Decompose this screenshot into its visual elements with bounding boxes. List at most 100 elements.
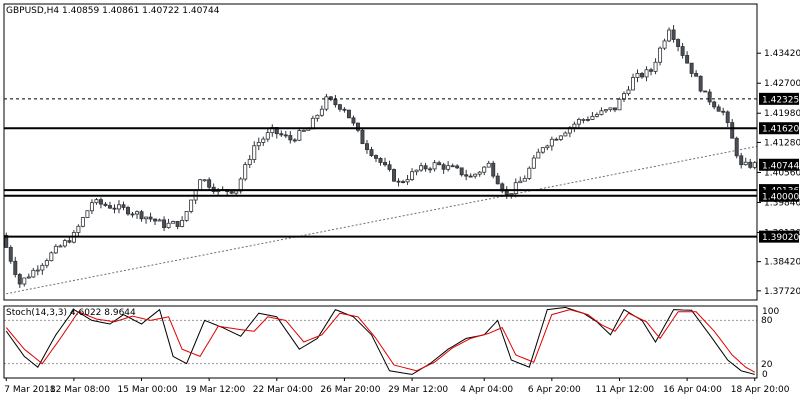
candle[interactable] [459,167,464,177]
candle[interactable] [423,162,428,172]
candle[interactable] [80,216,85,228]
candle[interactable] [540,147,545,154]
candle[interactable] [297,127,302,142]
candle[interactable] [585,116,590,122]
candle[interactable] [180,216,185,228]
stochastic-pane[interactable] [4,306,757,375]
candle[interactable] [450,163,455,168]
candle[interactable] [346,109,351,119]
candle[interactable] [581,118,586,124]
candle[interactable] [576,117,581,128]
stoch-d-line[interactable] [5,309,755,373]
candle[interactable] [419,162,424,172]
candle[interactable] [301,129,306,132]
candle[interactable] [337,103,342,112]
candle[interactable] [473,173,478,179]
candle[interactable] [85,210,90,218]
price-pane[interactable] [4,25,758,295]
candle[interactable] [644,66,649,82]
candle[interactable] [617,97,622,111]
candle[interactable] [464,169,469,181]
candle[interactable] [486,160,491,168]
candle[interactable] [676,38,681,52]
candle[interactable] [658,46,663,66]
candle[interactable] [477,170,482,177]
candle[interactable] [58,244,63,248]
candle[interactable] [211,183,216,194]
candle[interactable] [491,160,496,179]
candle[interactable] [157,218,162,222]
candle[interactable] [685,51,690,64]
candle[interactable] [229,191,234,195]
candle[interactable] [162,216,167,232]
candle[interactable] [680,42,685,59]
candle[interactable] [288,131,293,144]
candle[interactable] [49,251,54,262]
candle[interactable] [671,25,676,43]
candle[interactable] [279,130,284,137]
candle[interactable] [292,138,297,143]
candle[interactable] [35,265,40,276]
candle[interactable] [640,71,644,79]
candle[interactable] [270,124,275,137]
candle[interactable] [401,179,406,184]
candle[interactable] [432,160,437,172]
candle[interactable] [351,115,356,126]
candle[interactable] [265,128,270,142]
candle[interactable] [333,95,338,108]
trend-line[interactable] [6,145,758,295]
candle[interactable] [513,178,518,198]
candle[interactable] [378,157,383,166]
candle[interactable] [144,216,149,224]
candle[interactable] [135,210,139,219]
candle[interactable] [396,178,401,187]
candle[interactable] [603,109,608,114]
candle[interactable] [8,245,13,264]
candle[interactable] [153,218,158,225]
candle[interactable] [117,200,121,214]
candle[interactable] [121,201,126,211]
candle[interactable] [31,267,36,278]
candle[interactable] [26,273,31,279]
candle[interactable] [369,146,374,157]
candle[interactable] [243,161,248,182]
candle[interactable] [53,244,58,255]
candle[interactable] [437,160,442,166]
candle[interactable] [599,107,604,116]
candle[interactable] [631,73,635,91]
candle[interactable] [626,86,631,96]
candle[interactable] [261,136,266,146]
candle[interactable] [139,209,144,222]
candle[interactable] [17,273,22,288]
candle[interactable] [405,174,410,185]
candle[interactable] [752,160,757,170]
candle[interactable] [392,168,397,182]
candle[interactable] [522,175,527,182]
candle[interactable] [4,232,9,249]
candle[interactable] [563,131,568,137]
candle[interactable] [89,199,94,214]
candle[interactable] [387,160,392,172]
candle[interactable] [103,201,108,207]
candle[interactable] [590,112,595,120]
candle[interactable] [324,93,329,112]
candle[interactable] [518,176,523,184]
candle[interactable] [40,263,45,275]
candle[interactable] [721,107,726,116]
candle[interactable] [743,157,748,166]
candle[interactable] [441,162,446,174]
stoch-k-line[interactable] [5,306,755,375]
candle[interactable] [283,130,288,139]
candle[interactable] [455,164,460,170]
candle[interactable] [189,199,194,214]
candle[interactable] [184,211,189,222]
candle[interactable] [594,112,599,118]
candle[interactable] [22,277,27,287]
candle[interactable] [428,166,433,174]
candle[interactable] [527,166,532,180]
candle[interactable] [622,91,626,102]
candle[interactable] [707,89,712,105]
candle[interactable] [725,110,730,127]
candle[interactable] [175,221,180,230]
candle[interactable] [364,140,369,154]
